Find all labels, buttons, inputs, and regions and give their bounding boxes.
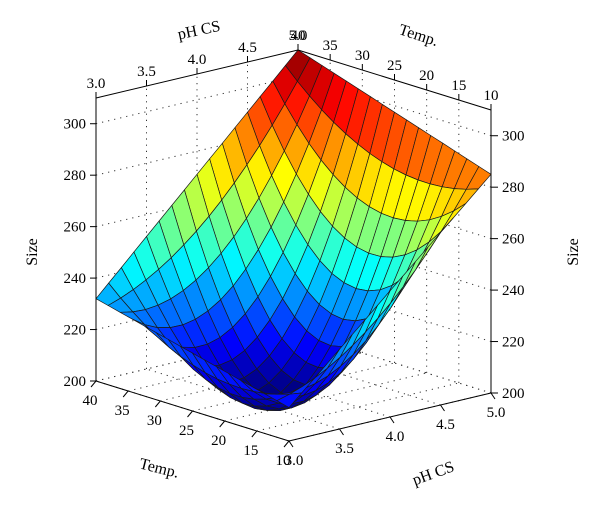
z-tick-label-right: 260 xyxy=(502,232,525,248)
axes-layer xyxy=(90,44,498,448)
y-tick-front xyxy=(251,430,258,438)
y-tick-label-front: 35 xyxy=(115,403,130,419)
z-tick-label-right: 300 xyxy=(502,129,525,145)
x-tick-label-top: 3.0 xyxy=(87,76,106,92)
z-axis-title-left: Size xyxy=(24,238,41,266)
x-tick-label-front: 4.5 xyxy=(436,417,455,433)
x-tick-front xyxy=(389,416,395,424)
y-tick-label-top: 25 xyxy=(387,58,402,74)
x-axis-title-top: pH CS xyxy=(176,18,222,44)
y-tick-label-front: 40 xyxy=(83,393,98,409)
x-axis-title-front: pH CS xyxy=(410,458,456,489)
y-tick-front xyxy=(90,380,97,388)
x-tick-label-front: 4.0 xyxy=(386,429,405,445)
y-tick-label-top: 10 xyxy=(484,88,499,104)
z-tick-label-right: 220 xyxy=(502,335,525,351)
y-tick-label-top: 40 xyxy=(291,28,306,44)
x-tick-front xyxy=(339,428,344,436)
y-tick-label-top: 35 xyxy=(323,38,338,54)
x-tick-label-front: 5.0 xyxy=(487,405,506,421)
y-tick-front xyxy=(154,400,161,408)
z-tick-label-left: 220 xyxy=(64,323,87,339)
z-tick-label-left: 260 xyxy=(64,220,87,236)
x-tick-label-top: 5.0 xyxy=(289,28,308,44)
y-tick-front xyxy=(283,440,290,448)
x-tick-label-top: 3.5 xyxy=(137,64,156,80)
y-tick-front xyxy=(219,420,226,428)
x-tick-front xyxy=(440,404,445,412)
x-tick-label-top: 4.5 xyxy=(238,40,257,56)
y-tick-label-top: 20 xyxy=(419,68,434,84)
x-tick-front xyxy=(490,392,496,400)
x-tick-front xyxy=(288,440,294,448)
y-tick-label-front: 15 xyxy=(243,443,258,459)
y-tick-label-front: 20 xyxy=(211,433,226,449)
x-tick-label-front: 3.5 xyxy=(335,441,354,457)
z-tick-label-left: 240 xyxy=(64,271,87,287)
z-tick-label-left: 300 xyxy=(64,117,87,133)
y-axis-title-top: Temp. xyxy=(397,21,440,50)
z-tick-label-left: 200 xyxy=(64,374,87,390)
x-tick-label-top: 4.0 xyxy=(188,52,207,68)
z-axis-title-right: Size xyxy=(565,238,582,266)
y-tick-label-front: 10 xyxy=(276,453,291,469)
y-tick-label-top: 15 xyxy=(451,78,466,94)
z-tick-label-right: 200 xyxy=(502,386,525,402)
y-tick-label-front: 30 xyxy=(147,413,162,429)
z-tick-label-right: 280 xyxy=(502,180,525,196)
y-tick-front xyxy=(187,410,193,418)
y-tick-label-front: 25 xyxy=(179,423,194,439)
y-tick-front xyxy=(122,390,129,398)
surface-layer xyxy=(95,49,492,411)
z-tick-label-left: 280 xyxy=(64,168,87,184)
x-tick-label-front: 3.0 xyxy=(285,453,304,469)
y-axis-title-front: Temp. xyxy=(138,456,181,482)
y-tick-label-top: 30 xyxy=(355,48,370,64)
z-tick-label-right: 240 xyxy=(502,283,525,299)
surface-patch xyxy=(276,392,302,408)
grid-line xyxy=(146,368,340,430)
